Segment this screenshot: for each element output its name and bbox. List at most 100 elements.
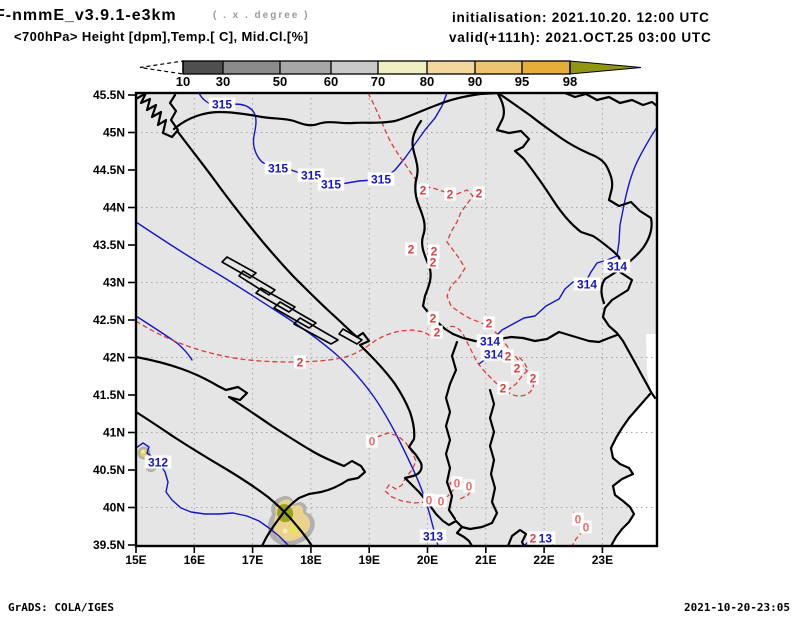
contour-label-box [527,531,539,545]
contour-label-box [144,455,172,469]
x-axis-tick-label: 21E [475,553,496,567]
contour-label: 2 [500,382,507,396]
contour-label-box [419,529,447,543]
y-axis-tick-label: 43.5N [93,238,125,252]
contour-313 [136,221,439,546]
contour-label: 314 [484,348,504,362]
contour-label: 2 [514,362,521,376]
contour-label: 2 [420,184,427,198]
contour-label: 2 [530,532,537,546]
contour-label: 2 [447,188,454,202]
y-axis-tick-label: 45.5N [93,88,125,102]
colorbar-above-arrow [569,60,642,75]
contour-label: 315 [268,162,288,176]
contour-height-segment [136,315,193,361]
italy-tyrrhenian-coast [136,410,314,546]
contour-label-box [527,371,539,385]
contour-label-box [423,493,435,507]
contour-label: 0 [466,480,473,494]
contour-label: 2 [505,350,512,364]
colorbar-tick-label: 10 [176,74,190,89]
map-axes: 15E 16E 17E 18E 19E 20E 21E 22E 23E 45.5N 45N 44.5N… [93,88,613,567]
y-axis-tick-label: 41.5N [93,388,125,402]
x-axis-tick-label: 23E [592,553,613,567]
footer-timestamp: 2021-10-20-23:05 [684,601,790,614]
contour-312 [136,442,290,546]
contour-label-box [572,512,584,526]
contour-label: 315 [321,178,341,192]
map-background [136,93,657,546]
albania-coast [365,350,474,546]
contour-label-box [264,161,292,175]
grid-resolution-note: ( . x . degree ) [213,10,309,21]
map-frame [134,91,659,548]
colorbar-segment [378,61,427,74]
contour-label-box [367,172,395,186]
cloud-patch-spot [282,528,288,534]
x-axis-tick-label: 20E [417,553,438,567]
no-data-region [611,334,657,546]
contour-label: 2 [431,245,438,259]
colorbar-segment [475,61,522,74]
contour-label-box [208,97,236,111]
contour-label-box [603,259,631,273]
contour-label: 314 [607,260,627,274]
colorbar-segment [223,61,280,74]
contour-label-box [444,187,456,201]
greek-coast [609,392,652,546]
adriatic-islands [221,256,363,345]
y-axis-tick-label: 40N [103,501,125,515]
valid-time-label: valid(+111h): 2021.OCT.25 03:00 UTC [449,30,712,45]
y-axis-tick-label: 45N [103,126,125,140]
colorbar-segment [280,61,331,74]
colorbar-tick-label: 50 [273,74,287,89]
init-time-label: initialisation: 2021.10.20. 12:00 UTC [452,10,710,25]
coast-bay-fragment [506,528,528,546]
contour-label: 2 [486,317,493,331]
contour-label: 0 [438,495,445,509]
contour-label-box [435,494,447,508]
contour-label-box [580,520,592,534]
x-axis-tick-label: 18E [300,553,321,567]
contour-label: 315 [371,173,391,187]
contour-label: 2 [430,312,437,326]
colorbar-tick-label: 98 [563,74,577,89]
colorbar-tick-label: 80 [420,74,434,89]
contour-label-box [502,349,514,363]
contour-label: 0 [575,513,582,527]
x-axis-tick-label: 17E [242,553,263,567]
contour-label: 0 [369,435,376,449]
contour-label-box [427,255,439,269]
colorbar-segment [427,61,475,74]
y-axis-tick-label: 41N [103,426,125,440]
y-axis-tick-label: 44N [103,201,125,215]
border-south-vertical-b [460,388,499,531]
colorbar-tick-label: 90 [468,74,482,89]
contour-label: 314 [480,335,500,349]
x-axis-tick-label: 22E [533,553,554,567]
contour-label: 0 [454,477,461,491]
border-central [495,93,657,400]
border-west-vertical [411,119,455,336]
y-axis-tick-label: 40.5N [93,463,125,477]
colorbar-below-arrow [139,60,184,75]
contour-label-box [573,277,601,291]
colorbar-tick-label: 95 [515,74,529,89]
contour-label: 314 [577,278,597,292]
contour-label-box [431,325,443,339]
contour-label: 2 [408,243,415,257]
colorbar-tick-label: 60 [324,74,338,89]
contour-label: 2 [530,372,537,386]
contour-label: 315 [301,169,321,183]
x-axis-tick-label: 19E [359,553,380,567]
colorbar-segment [331,61,378,74]
border-top-right [563,93,657,108]
temp-contour-2-west [136,320,435,363]
contour-label-box [297,168,325,182]
contour-label-box [463,479,475,493]
contour-label: 2 [297,356,304,370]
model-title: F-nmmE_v3.9.1-e3km [0,7,177,24]
